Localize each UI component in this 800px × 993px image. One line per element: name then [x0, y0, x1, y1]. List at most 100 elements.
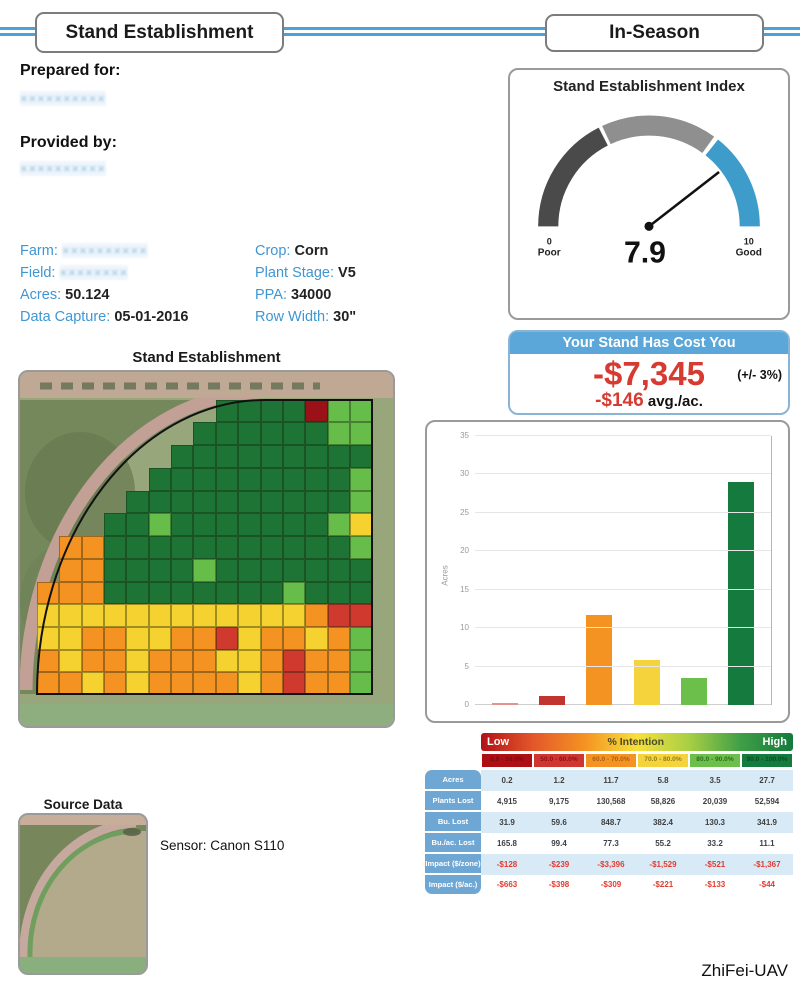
tab-in-season: In-Season [545, 14, 764, 52]
grid-cell [59, 400, 81, 423]
plant-stage-value: V5 [338, 265, 356, 281]
grid-cell [148, 513, 172, 537]
grid-cell [148, 581, 172, 605]
grid-cell [350, 604, 373, 627]
grid-cell [148, 649, 172, 673]
chart-bar-slot [718, 436, 765, 705]
grid-cell [282, 513, 306, 537]
chart-bar [538, 695, 565, 705]
grid-cell [36, 626, 60, 650]
grid-cell [103, 536, 127, 559]
table-cell: -$221 [637, 875, 689, 894]
grid-cell [350, 445, 373, 468]
cost-tolerance: (+/- 3%) [737, 368, 782, 382]
table-cell: 99.4 [533, 833, 585, 854]
gauge-max-label: Good [736, 248, 762, 259]
table-cell: 52,594 [741, 791, 793, 812]
acres-value: 50.124 [65, 287, 110, 303]
grid-cell [81, 558, 104, 582]
grid-cell [59, 491, 81, 514]
grid-cell [171, 581, 194, 605]
table-cell: 3.5 [689, 770, 741, 791]
watermark: ZhiFei-UAV [701, 961, 788, 980]
grid-cell [238, 626, 261, 650]
grid-cell [305, 626, 328, 650]
grid-cell [37, 559, 59, 582]
grid-cell [126, 649, 149, 673]
grid-cell [282, 581, 306, 605]
gauge-arc-high [705, 139, 760, 227]
grid-cell [238, 399, 261, 423]
grid-cell [59, 626, 82, 650]
grid-cell [327, 445, 351, 468]
grid-cell [238, 490, 261, 514]
farm-value-redacted: ×××××××××× [61, 243, 148, 258]
grid-cell [126, 400, 148, 423]
grid-cell [282, 604, 306, 627]
grid-cell [327, 422, 351, 446]
grid-cell [282, 490, 306, 514]
grid-cell [305, 467, 328, 491]
row-width-label: Row Width: [255, 309, 330, 325]
data-capture-label: Data Capture: [20, 309, 111, 325]
gauge-needle-group [648, 170, 720, 228]
grid-cell [350, 649, 373, 673]
chart-bar [586, 615, 613, 705]
table-cell: -$663 [481, 875, 533, 894]
chart-gridline [475, 435, 771, 436]
grid-cell [327, 626, 351, 650]
table-cell: 4,915 [481, 791, 533, 812]
grid-cell [81, 536, 104, 559]
table-cell: 11.7 [585, 770, 637, 791]
range-header-cell: 80.0 - 90.0% [690, 754, 740, 767]
chart-bar-slot [528, 436, 575, 705]
table-row-label: Impact ($/ac.) [425, 875, 481, 894]
grid-cell [148, 467, 172, 491]
grid-cell [215, 513, 239, 537]
grid-cell [305, 536, 328, 559]
grid-cell [305, 672, 328, 696]
grid-cell [171, 558, 194, 582]
grid-cell [126, 672, 149, 696]
provided-by-label: Provided by: [20, 134, 117, 151]
grid-cell [260, 672, 283, 696]
grid-cell [215, 490, 239, 514]
grid-cell [215, 672, 239, 696]
table-cell: 31.9 [481, 812, 533, 833]
grid-cell [282, 399, 306, 423]
table-cell: -$1,367 [741, 854, 793, 875]
farm-label: Farm: [20, 243, 58, 259]
grid-cell [171, 672, 194, 696]
grid-cell [82, 400, 104, 423]
grid-cell [305, 604, 328, 627]
grid-cell [260, 581, 283, 605]
provided-by-value-redacted: ×××××××××× [20, 161, 106, 176]
grid-cell [81, 626, 104, 650]
grid-cell [59, 558, 82, 582]
cost-per-acre-suffix: avg./ac. [647, 393, 703, 410]
table-cell: -$1,529 [637, 854, 689, 875]
grid-cell [327, 672, 351, 696]
grid-cell [238, 672, 261, 696]
grid-cell [305, 490, 328, 514]
grid-cell [327, 581, 351, 605]
chart-bar-slot [481, 436, 528, 705]
source-data-title: Source Data [43, 797, 123, 812]
grid-cell [282, 422, 306, 446]
grid-cell [82, 468, 104, 491]
grid-cell [193, 649, 216, 673]
grid-cell [238, 649, 261, 673]
table-cell: -$309 [585, 875, 637, 894]
grid-cell [126, 490, 149, 514]
prepared-for-value-redacted: ×××××××××× [20, 91, 106, 106]
grid-cell [103, 581, 127, 605]
grid-cell [350, 581, 373, 605]
chart-gridline [475, 511, 771, 513]
grid-cell [193, 490, 216, 514]
range-header-cell: 60.0 - 70.0% [586, 754, 636, 767]
grid-cell [103, 558, 127, 582]
chart-bar [491, 703, 518, 705]
scale-high-label: High [762, 736, 787, 748]
grid-cell [103, 513, 127, 537]
